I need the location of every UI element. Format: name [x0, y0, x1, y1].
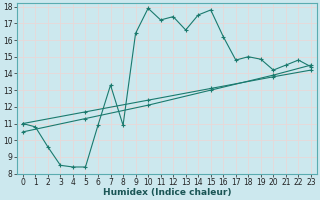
X-axis label: Humidex (Indice chaleur): Humidex (Indice chaleur) — [103, 188, 231, 197]
